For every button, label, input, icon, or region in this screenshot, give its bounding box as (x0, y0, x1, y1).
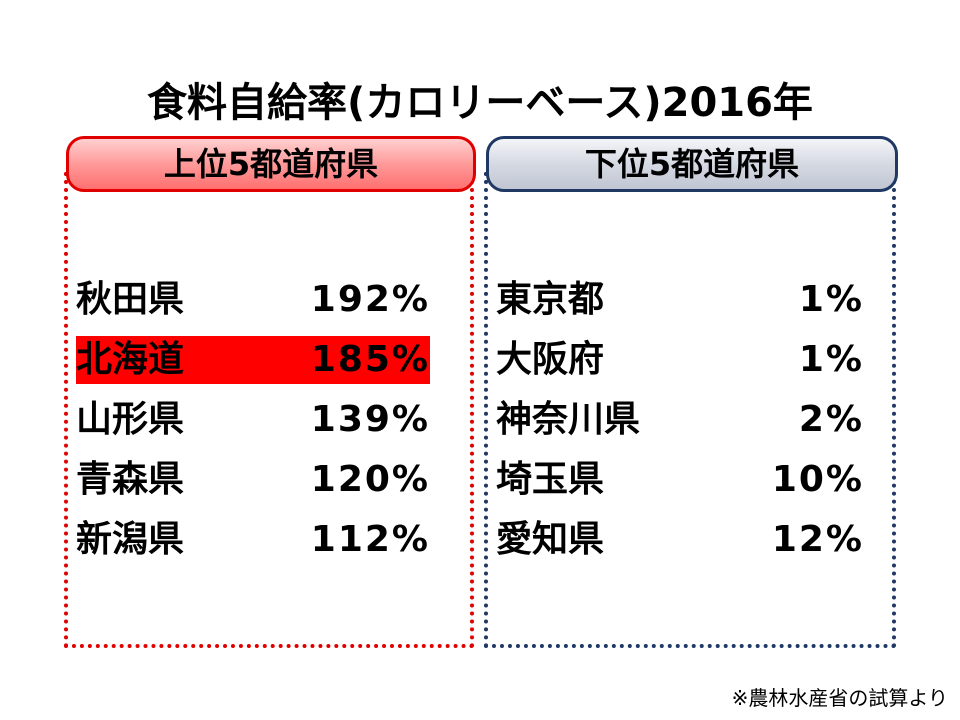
self-sufficiency-rate: 2% (798, 399, 864, 440)
self-sufficiency-rate: 12% (771, 519, 864, 560)
table-row: 秋田県 192% (76, 276, 430, 324)
self-sufficiency-rate: 185% (310, 339, 430, 380)
bottom-header: 下位5都道府県 (486, 136, 898, 192)
table-row: 埼玉県 10% (496, 456, 864, 504)
prefecture-name: 山形県 (76, 399, 185, 440)
prefecture-name: 秋田県 (76, 279, 185, 320)
self-sufficiency-rate: 139% (310, 399, 430, 440)
table-row: 東京都 1% (496, 276, 864, 324)
top-header: 上位5都道府県 (66, 136, 476, 192)
prefecture-name: 青森県 (76, 459, 185, 500)
self-sufficiency-rate: 1% (798, 279, 864, 320)
table-row: 新潟県 112% (76, 516, 430, 564)
prefecture-name: 北海道 (76, 339, 185, 380)
table-row: 神奈川県 2% (496, 396, 864, 444)
prefecture-name: 東京都 (496, 279, 605, 320)
footnote: ※農林水産省の試算より (731, 686, 948, 710)
table-row: 山形県 139% (76, 396, 430, 444)
prefecture-name: 新潟県 (76, 519, 185, 560)
title: 食料自給率(カロリーベース)2016年 (147, 80, 813, 126)
table-row: 大阪府 1% (496, 336, 864, 384)
table-row: 愛知県 12% (496, 516, 864, 564)
self-sufficiency-rate: 1% (798, 339, 864, 380)
table-row: 北海道 185% (76, 336, 430, 384)
self-sufficiency-rate: 192% (310, 279, 430, 320)
prefecture-name: 愛知県 (496, 519, 605, 560)
self-sufficiency-rate: 120% (310, 459, 430, 500)
prefecture-name: 埼玉県 (496, 459, 605, 500)
prefecture-name: 大阪府 (496, 339, 605, 380)
prefecture-name: 神奈川県 (496, 399, 641, 440)
self-sufficiency-rate: 10% (771, 459, 864, 500)
table-row: 青森県 120% (76, 456, 430, 504)
self-sufficiency-rate: 112% (310, 519, 430, 560)
